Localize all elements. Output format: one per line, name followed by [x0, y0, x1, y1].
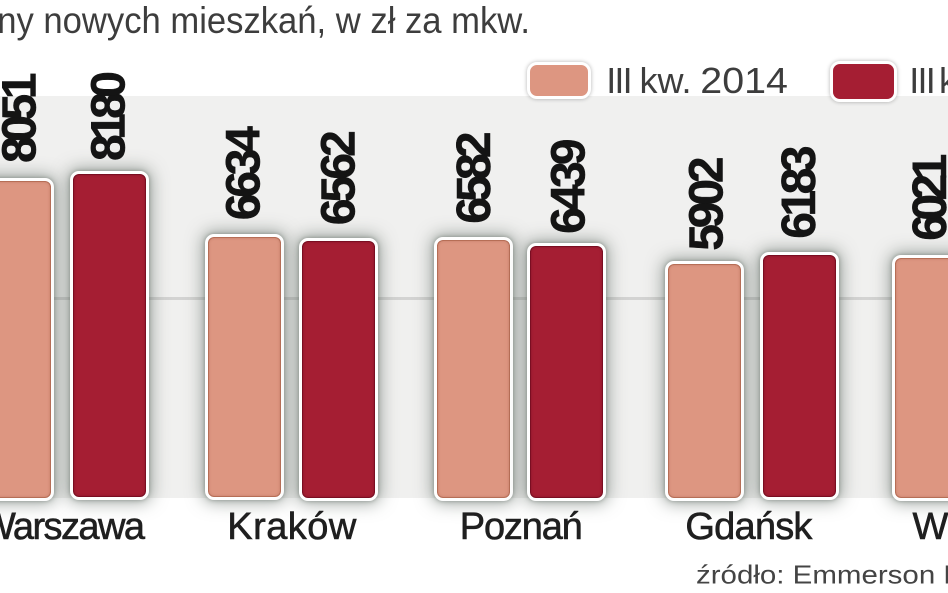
svg-text:8051: 8051	[0, 73, 47, 164]
svg-text:Warszawa: Warszawa	[0, 506, 146, 548]
svg-text:Kraków: Kraków	[227, 506, 357, 548]
svg-text:III: III	[909, 60, 934, 101]
svg-text:III: III	[606, 60, 631, 101]
svg-text:6634: 6634	[217, 126, 270, 220]
svg-text:kw.: kw.	[640, 60, 692, 101]
svg-text:6183: 6183	[773, 145, 826, 238]
svg-text:6439: 6439	[542, 138, 595, 234]
svg-text:8180: 8180	[83, 71, 136, 161]
svg-text:źródło: Emmerson Realty: źródło: Emmerson Realty	[696, 560, 948, 590]
svg-text:6562: 6562	[312, 130, 365, 225]
svg-text:5902: 5902	[680, 156, 733, 250]
svg-text:Gdańsk: Gdańsk	[685, 506, 813, 548]
svg-text:6582: 6582	[448, 131, 501, 223]
svg-text:6021: 6021	[904, 154, 948, 241]
svg-text:kw. 2015: kw. 2015	[939, 60, 948, 101]
svg-text:Ceny nowych mieszkań, w zł za: Ceny nowych mieszkań, w zł za mkw.	[0, 0, 530, 41]
svg-text:Wrocław: Wrocław	[913, 506, 948, 548]
svg-text:2014: 2014	[700, 60, 788, 101]
svg-text:Poznań: Poznań	[460, 506, 583, 548]
